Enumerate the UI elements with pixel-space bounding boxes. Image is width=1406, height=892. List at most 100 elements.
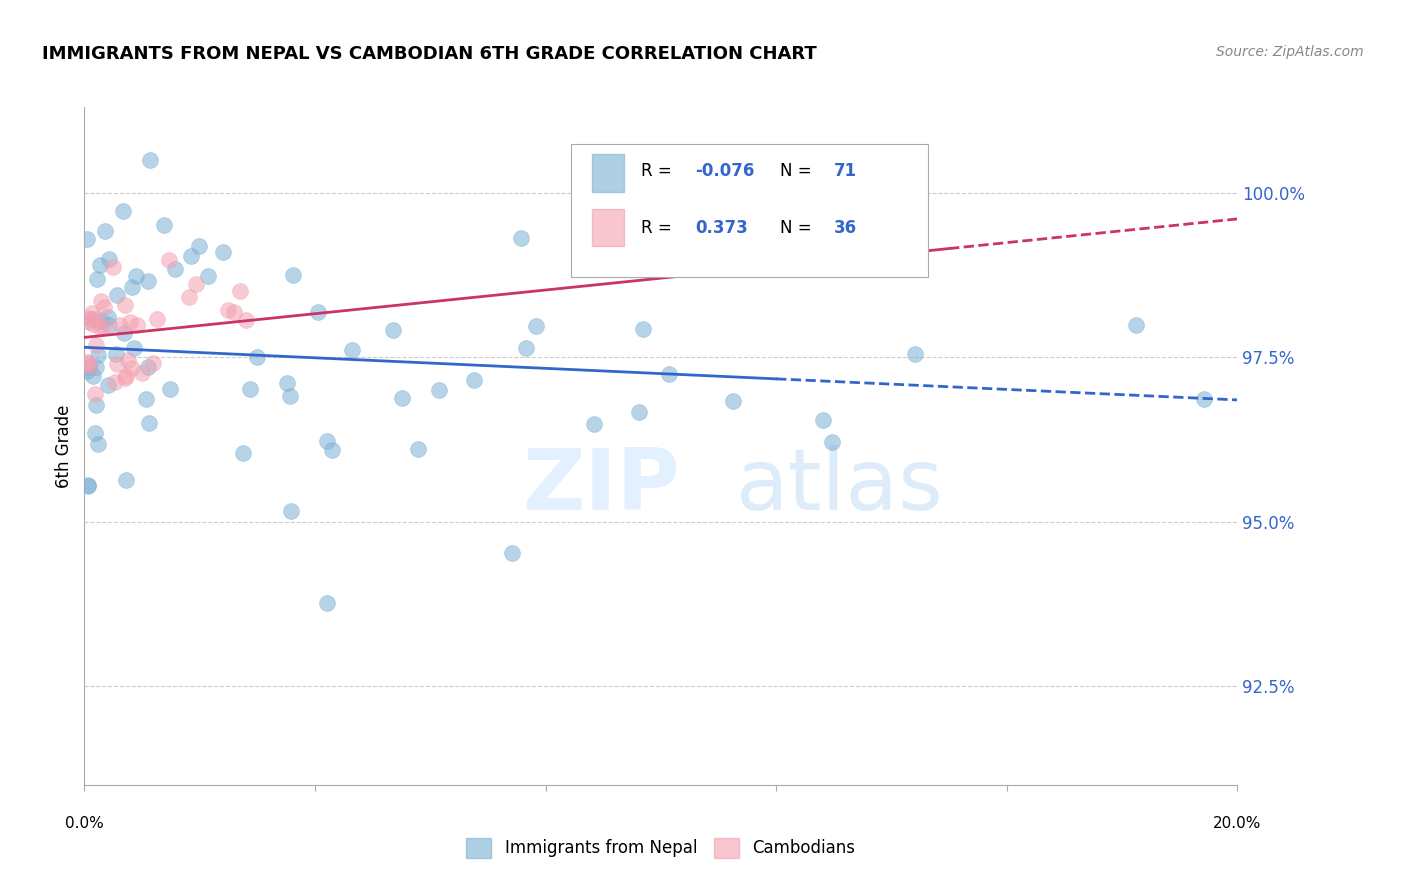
Y-axis label: 6th Grade: 6th Grade <box>55 404 73 488</box>
Point <box>77 315 100 329</box>
Point <box>118 315 141 329</box>
Text: Source: ZipAtlas.com: Source: ZipAtlas.com <box>1216 45 1364 59</box>
Point <box>315 434 337 449</box>
Point <box>165 262 187 277</box>
Point <box>177 290 200 304</box>
Point <box>235 313 257 327</box>
Point <box>427 384 450 398</box>
Point <box>184 277 207 291</box>
Legend: Immigrants from Nepal, Cambodians: Immigrants from Nepal, Cambodians <box>460 831 862 864</box>
Point <box>524 319 547 334</box>
Point <box>80 311 103 326</box>
Point <box>197 268 219 283</box>
Point <box>110 318 132 333</box>
Point <box>76 364 98 378</box>
Point <box>136 274 159 288</box>
Text: IMMIGRANTS FROM NEPAL VS CAMBODIAN 6TH GRADE CORRELATION CHART: IMMIGRANTS FROM NEPAL VS CAMBODIAN 6TH G… <box>42 45 817 62</box>
Point <box>131 366 153 380</box>
Point <box>117 353 139 368</box>
Point <box>91 319 114 334</box>
Point <box>97 310 120 325</box>
Point <box>79 359 101 374</box>
Point <box>115 369 138 384</box>
Point <box>321 443 343 458</box>
Point <box>86 272 108 286</box>
Point <box>77 311 100 326</box>
Point <box>239 382 262 396</box>
Point <box>1125 318 1147 332</box>
Point <box>509 231 531 245</box>
Point <box>89 258 111 272</box>
Point <box>82 369 104 384</box>
Point <box>87 348 110 362</box>
Point <box>811 413 834 427</box>
Point <box>159 382 181 396</box>
Point <box>112 204 135 219</box>
Point <box>125 269 148 284</box>
Point <box>139 153 162 167</box>
Point <box>125 318 148 333</box>
Point <box>276 376 298 391</box>
Text: 0.0%: 0.0% <box>65 816 104 831</box>
Point <box>114 298 136 312</box>
Point <box>583 417 606 431</box>
Point <box>84 359 107 374</box>
Point <box>391 391 413 405</box>
Point <box>86 338 108 352</box>
Point <box>105 288 128 302</box>
Point <box>157 253 180 268</box>
Point <box>82 317 104 331</box>
Point <box>121 280 143 294</box>
Point <box>910 247 932 261</box>
Point <box>98 252 121 266</box>
Point <box>904 347 927 361</box>
Point <box>98 318 121 332</box>
FancyBboxPatch shape <box>571 145 928 277</box>
Point <box>1194 392 1216 406</box>
Point <box>501 546 523 560</box>
Point <box>180 249 202 263</box>
Point <box>340 343 363 357</box>
Point <box>105 357 128 371</box>
Point <box>212 245 235 260</box>
Point <box>187 239 209 253</box>
Point <box>76 355 98 369</box>
Point <box>87 436 110 450</box>
Point <box>104 347 127 361</box>
Text: 71: 71 <box>834 162 856 180</box>
Point <box>84 398 107 412</box>
Point <box>463 373 485 387</box>
Text: N =: N = <box>779 162 817 180</box>
Point <box>281 268 304 282</box>
Point <box>316 596 339 610</box>
Point <box>103 260 125 274</box>
Point <box>136 359 159 374</box>
Point <box>229 285 252 299</box>
Text: N =: N = <box>779 219 817 236</box>
Point <box>80 306 103 320</box>
Point <box>124 341 146 355</box>
Point <box>307 304 329 318</box>
Text: -0.076: -0.076 <box>696 162 755 180</box>
Text: R =: R = <box>641 219 678 236</box>
Point <box>138 416 160 430</box>
Point <box>83 312 105 326</box>
Point <box>135 392 157 407</box>
Point <box>76 478 98 492</box>
Point <box>515 341 537 355</box>
Point <box>97 378 120 392</box>
Point <box>77 359 100 374</box>
Point <box>280 504 302 518</box>
Point <box>218 303 240 318</box>
Point <box>224 305 246 319</box>
Point <box>115 473 138 487</box>
Point <box>77 479 100 493</box>
Text: 0.373: 0.373 <box>696 219 748 236</box>
Point <box>114 371 136 385</box>
Point <box>76 232 98 246</box>
Point <box>84 387 107 401</box>
Point <box>278 389 301 403</box>
Point <box>382 322 405 336</box>
Point <box>821 435 844 450</box>
Point <box>121 360 143 375</box>
